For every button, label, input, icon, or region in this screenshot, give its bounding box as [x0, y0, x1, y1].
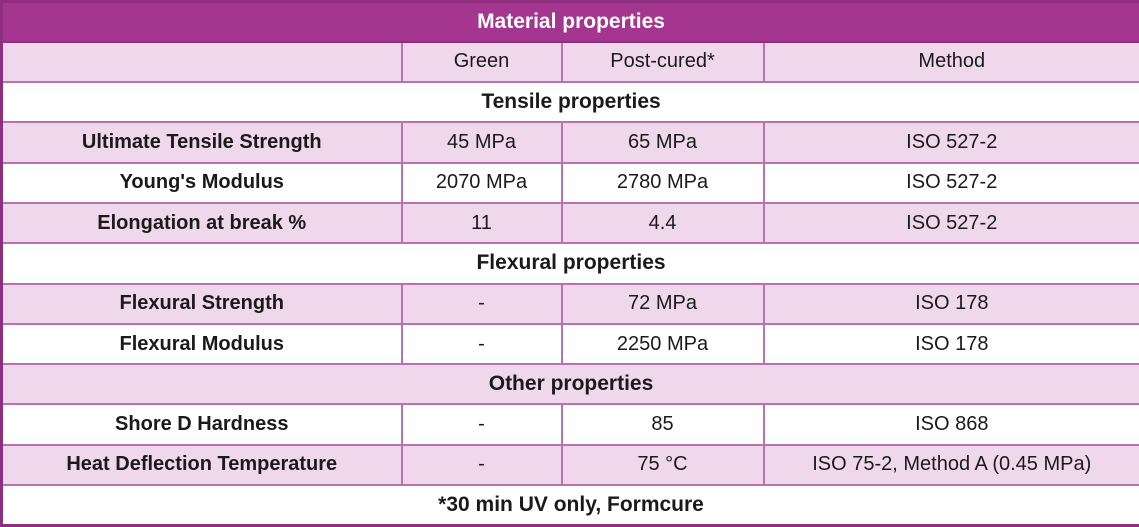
post-cured-value: 2780 MPa — [560, 161, 765, 204]
table-row: Ultimate Tensile Strength 45 MPa 65 MPa … — [0, 121, 1139, 164]
table-row: Flexural Strength - 72 MPa ISO 178 — [0, 282, 1139, 325]
table-row: Flexural Modulus - 2250 MPa ISO 178 — [0, 322, 1139, 366]
section-header-other: Other properties — [0, 363, 1139, 406]
property-name: Young's Modulus — [0, 161, 403, 204]
table-row: Shore D Hardness - 85 ISO 868 — [0, 403, 1139, 446]
post-cured-value: 4.4 — [560, 201, 765, 245]
table-row: Heat Deflection Temperature - 75 °C ISO … — [0, 443, 1139, 487]
post-cured-value: 85 — [560, 403, 765, 446]
post-cured-value: 2250 MPa — [560, 322, 765, 366]
table-title-row: Material properties — [0, 0, 1139, 43]
column-header-method: Method — [762, 40, 1139, 84]
table-row: Elongation at break % 11 4.4 ISO 527-2 — [0, 201, 1139, 245]
table-footnote: *30 min UV only, Formcure — [0, 484, 1139, 527]
column-header-green: Green — [400, 40, 563, 84]
property-name: Flexural Modulus — [0, 322, 403, 366]
section-row-tensile: Tensile properties — [0, 81, 1139, 124]
method-value: ISO 527-2 — [762, 121, 1139, 164]
green-value: - — [400, 282, 563, 325]
green-value: - — [400, 322, 563, 366]
green-value: - — [400, 443, 563, 487]
section-row-other: Other properties — [0, 363, 1139, 406]
green-value: 45 MPa — [400, 121, 563, 164]
property-name: Heat Deflection Temperature — [0, 443, 403, 487]
green-value: 2070 MPa — [400, 161, 563, 204]
post-cured-value: 65 MPa — [560, 121, 765, 164]
section-header-flexural: Flexural properties — [0, 242, 1139, 285]
green-value: 11 — [400, 201, 563, 245]
section-header-tensile: Tensile properties — [0, 81, 1139, 124]
method-value: ISO 527-2 — [762, 201, 1139, 245]
method-value: ISO 527-2 — [762, 161, 1139, 204]
section-row-flexural: Flexural properties — [0, 242, 1139, 285]
method-value: ISO 868 — [762, 403, 1139, 446]
table-row: Young's Modulus 2070 MPa 2780 MPa ISO 52… — [0, 161, 1139, 204]
method-value: ISO 178 — [762, 322, 1139, 366]
method-value: ISO 178 — [762, 282, 1139, 325]
property-name: Shore D Hardness — [0, 403, 403, 446]
column-header-post-cured: Post-cured* — [560, 40, 765, 84]
column-header-row: Green Post-cured* Method — [0, 40, 1139, 84]
post-cured-value: 75 °C — [560, 443, 765, 487]
green-value: - — [400, 403, 563, 446]
footnote-row: *30 min UV only, Formcure — [0, 484, 1139, 527]
table-title: Material properties — [0, 0, 1139, 43]
property-name: Elongation at break % — [0, 201, 403, 245]
property-name: Ultimate Tensile Strength — [0, 121, 403, 164]
column-header-property — [0, 40, 403, 84]
property-name: Flexural Strength — [0, 282, 403, 325]
method-value: ISO 75-2, Method A (0.45 MPa) — [762, 443, 1139, 487]
post-cured-value: 72 MPa — [560, 282, 765, 325]
